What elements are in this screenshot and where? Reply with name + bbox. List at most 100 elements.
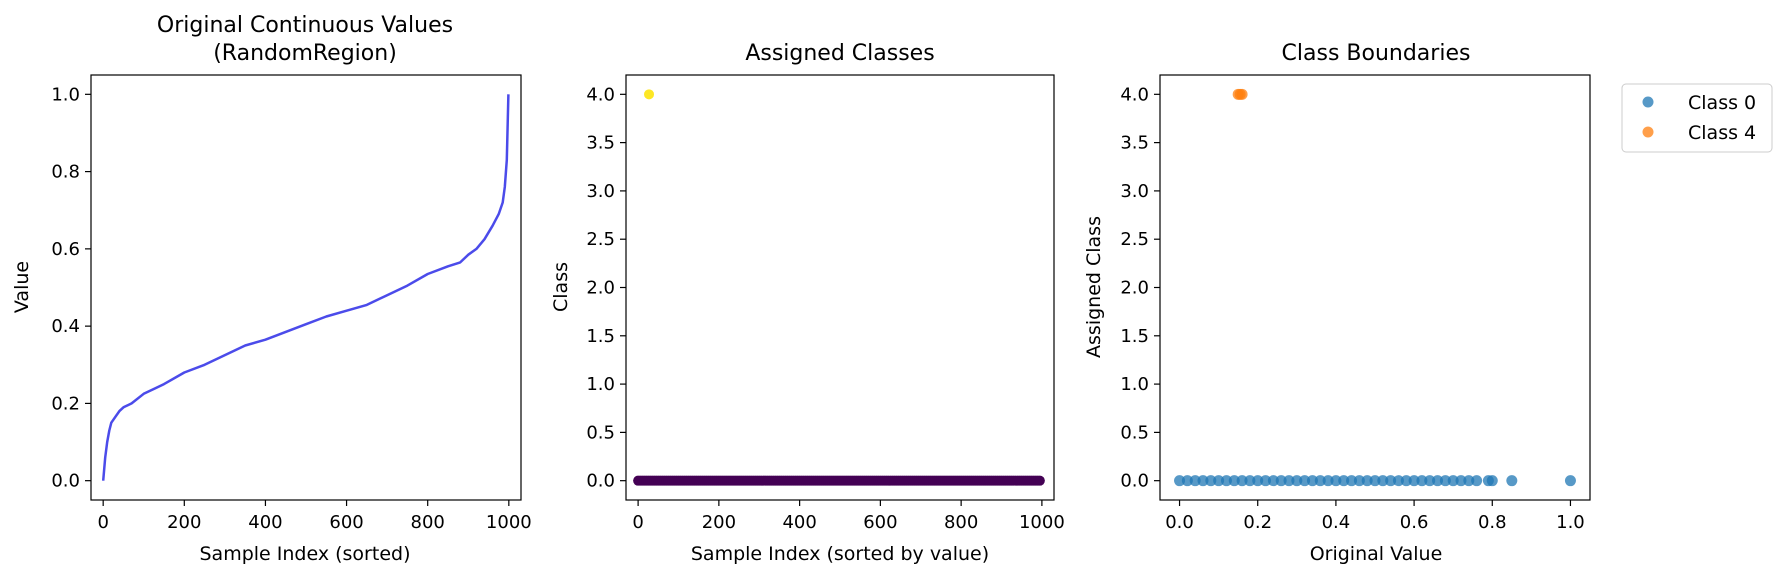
point-class0 (1267, 475, 1279, 487)
point-class0 (1416, 475, 1428, 487)
panel3-ytick-label: 1.0 (1120, 374, 1149, 395)
panel3-ytick-label: 3.0 (1120, 181, 1149, 202)
point-class0 (1408, 475, 1420, 487)
point-class0 (1244, 475, 1256, 487)
panel2-xtick-label: 1000 (1019, 512, 1065, 533)
panel3-ytick-label: 1.5 (1120, 326, 1149, 347)
point-class0 (1424, 475, 1436, 487)
panel1-ytick-label: 0.4 (51, 316, 80, 337)
panel3-ytick-label: 0.5 (1120, 422, 1149, 443)
point-class0 (1455, 475, 1467, 487)
point-class0 (1447, 475, 1459, 487)
point-class0 (1377, 475, 1389, 487)
legend-class4-label: Class 4 (1688, 122, 1756, 144)
panel1-ytick-label: 0.2 (51, 393, 80, 414)
panel2-xlabel: Sample Index (sorted by value) (691, 543, 989, 565)
legend-class4-marker (1642, 126, 1654, 138)
panel2-ytick-label: 1.0 (586, 374, 615, 395)
panel3-marks: 0.0 0.2 0.4 0.6 0.8 1.0 0.0 0.5 1.0 1.5 2.0 2.5 3.0 3… (1120, 84, 1584, 533)
panel2-xtick-label: 0 (632, 512, 643, 533)
series-line-value (101, 94, 510, 481)
panel3-ytick-label: 2.5 (1120, 229, 1149, 250)
panel3-xtick-label: 1.0 (1556, 512, 1585, 533)
point-class0 (1439, 475, 1451, 487)
panel1-xtick-label: 400 (248, 512, 282, 533)
point-class0 (1205, 475, 1217, 487)
panel1-xtick-label: 200 (167, 512, 201, 533)
panel3-xlabel: Original Value (1310, 543, 1443, 565)
point-class0 (1189, 475, 1201, 487)
point-class0 (1369, 475, 1381, 487)
point-class0 (1306, 475, 1318, 487)
point-class0 (1236, 475, 1248, 487)
panel3-ytick-label: 0.0 (1120, 471, 1149, 492)
panel1-ytick-label: 1.0 (51, 84, 80, 105)
point-class0 (1486, 475, 1498, 487)
panel2-xtick-label: 200 (702, 512, 736, 533)
point-class0 (1275, 475, 1287, 487)
point-class0 (1260, 475, 1272, 487)
point-class0 (1291, 475, 1303, 487)
panel2-ytick-label: 0.0 (586, 471, 615, 492)
panel2-xtick-label: 800 (944, 512, 978, 533)
panel2-ytick-label: 2.5 (586, 229, 615, 250)
panel3-title: Class Boundaries (1282, 41, 1471, 66)
panel2-ytick-label: 3.0 (586, 181, 615, 202)
panel1-title-line1: Original Continuous Values (157, 13, 453, 38)
panel1-ytick-label: 0.8 (51, 162, 80, 183)
panel1-title-line2: (RandomRegion) (213, 41, 397, 66)
point-class0 (1564, 475, 1576, 487)
point-class0 (1322, 475, 1334, 487)
legend-class0-marker (1642, 96, 1654, 108)
point-class0 (1314, 475, 1326, 487)
panel3-xtick-label: 0.6 (1400, 512, 1429, 533)
panel3-ylabel: Assigned Class (1083, 216, 1105, 358)
panel1-xtick-label: 0 (97, 512, 108, 533)
panel-original-values: Original Continuous Values (RandomRegion… (11, 13, 532, 565)
point-class0 (1471, 475, 1483, 487)
panel1-frame (90, 74, 522, 501)
point-class0 (1252, 475, 1264, 487)
panel-assigned-classes: Assigned Classes 0 200 400 600 800 1000 0.0 0.5… (550, 41, 1065, 565)
point-class0 (1392, 475, 1404, 487)
panel1-xtick-label: 1000 (486, 512, 532, 533)
panel1-ytick-label: 0.6 (51, 239, 80, 260)
panel2-title: Assigned Classes (745, 41, 934, 66)
point-class0 (1213, 475, 1225, 487)
point-class0 (1220, 475, 1232, 487)
panel3-xtick-label: 0.4 (1322, 512, 1351, 533)
panel3-xtick-label: 0.2 (1243, 512, 1272, 533)
legend: Class 0 Class 4 (1621, 83, 1773, 153)
point-class0 (1299, 475, 1311, 487)
legend-class0-label: Class 0 (1688, 92, 1756, 114)
panel2-xtick-label: 600 (863, 512, 897, 533)
point-class0 (1197, 475, 1209, 487)
panel3-ytick-label: 2.0 (1120, 278, 1149, 299)
panel2-frame (625, 74, 1055, 501)
panel2-ytick-label: 0.5 (586, 422, 615, 443)
panel2-ytick-label: 3.5 (586, 133, 615, 154)
legend-frame (1621, 83, 1773, 153)
panel1-marks: 0 200 400 600 800 1000 0.0 0.2 0.4 0.6 0.8 1.0 (51, 84, 531, 533)
point-class0 (1385, 475, 1397, 487)
panel3-ytick-label: 3.5 (1120, 133, 1149, 154)
panel1-xtick-label: 800 (411, 512, 445, 533)
point-class0 (1283, 475, 1295, 487)
point-class0 (1400, 475, 1412, 487)
panel3-frame (1159, 74, 1591, 501)
point-class0 (1174, 475, 1186, 487)
panel2-ytick-label: 1.5 (586, 326, 615, 347)
point-class0 (1338, 475, 1350, 487)
point-class0 (1034, 475, 1045, 486)
point-class4 (1236, 88, 1248, 100)
panel2-ytick-label: 2.0 (586, 278, 615, 299)
panel2-ytick-label: 4.0 (586, 84, 615, 105)
panel2-marks: 0 200 400 600 800 1000 0.0 0.5 1.0 1.5 2.0 2.5 3.0 3.… (586, 84, 1064, 533)
point-class0 (1506, 475, 1518, 487)
panel1-ylabel: Value (11, 261, 33, 313)
point-class0 (1361, 475, 1373, 487)
point-class0 (1432, 475, 1444, 487)
panel2-xtick-label: 400 (782, 512, 816, 533)
point-class0 (1228, 475, 1240, 487)
